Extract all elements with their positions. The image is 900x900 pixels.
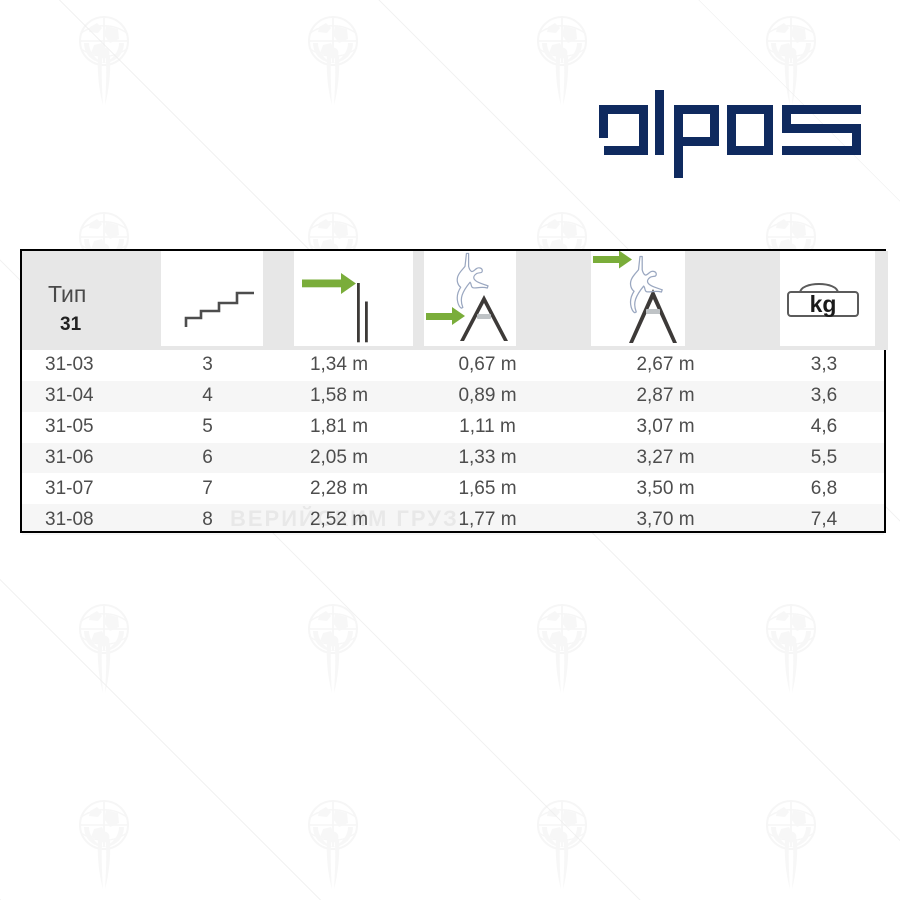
svg-text:kg: kg	[810, 291, 837, 317]
